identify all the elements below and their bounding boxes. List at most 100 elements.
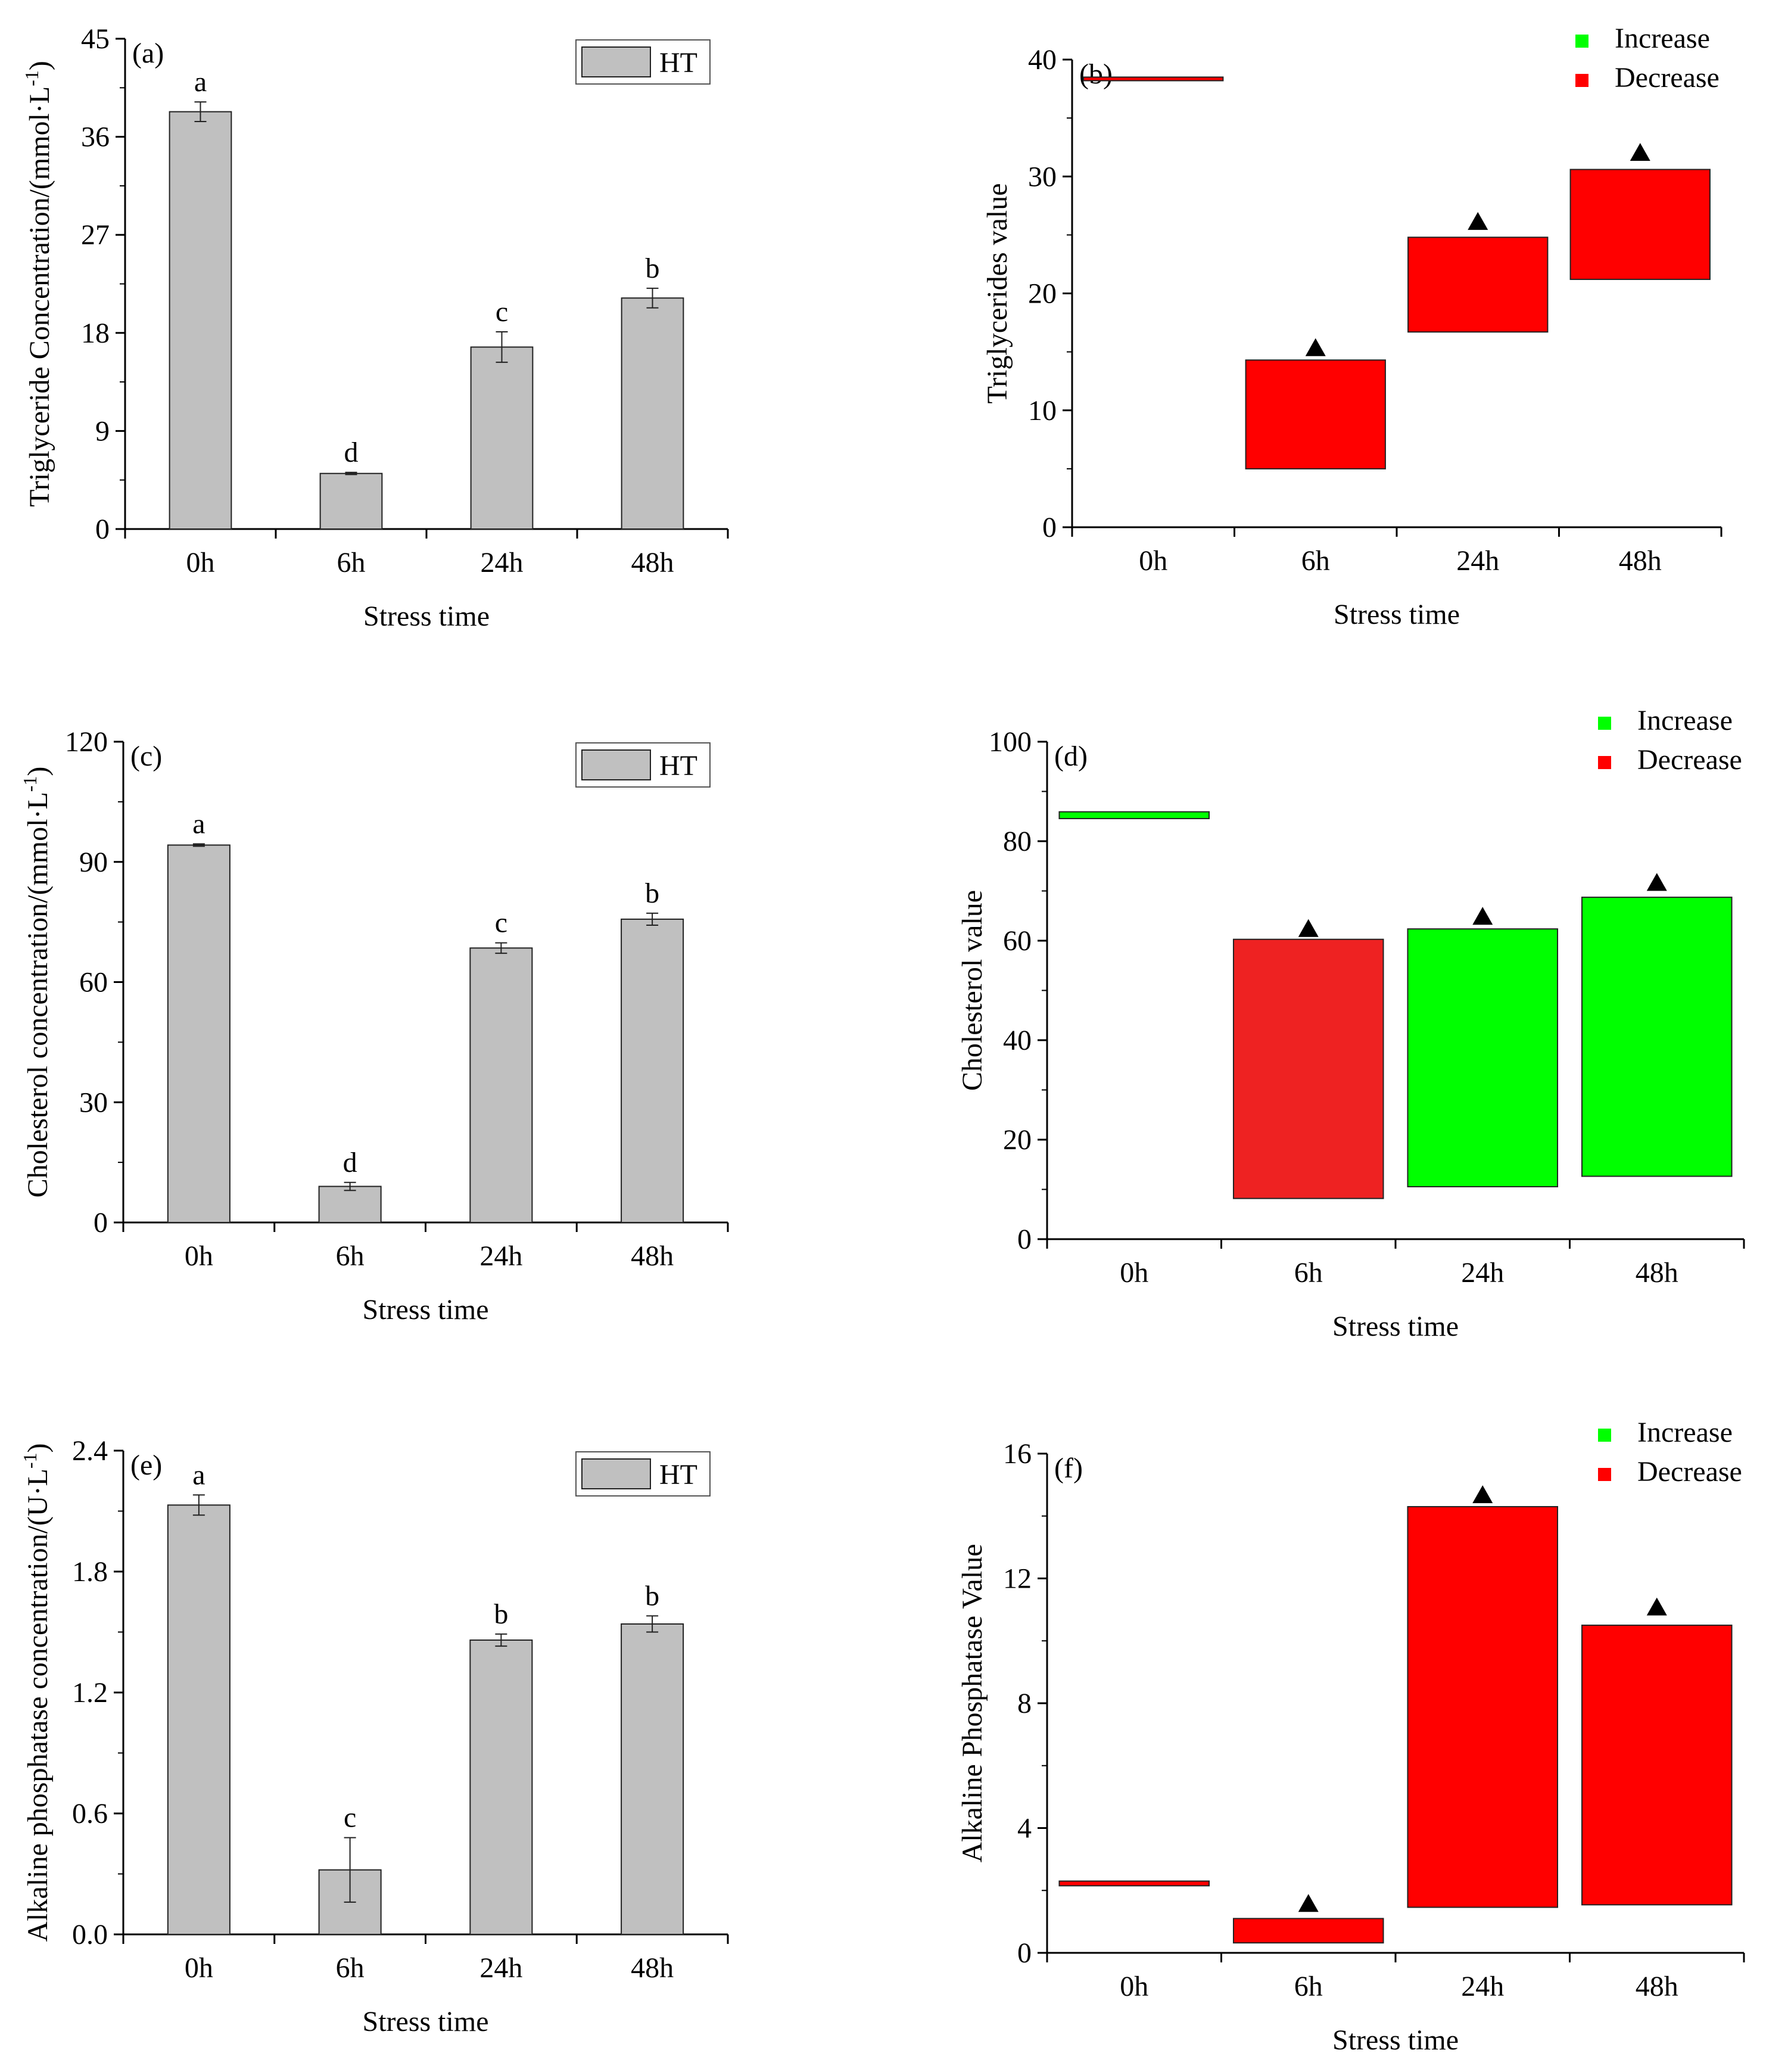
significance-letter: a [194,66,207,98]
bar [621,1623,684,1935]
waterfall-box [1058,811,1210,820]
y-tick-label: 45 [81,23,110,55]
significance-letter: d [344,437,359,468]
chart-panel-c: 0 30 60 90 120 0h 6h 24h 48h Stress time Cholester… [19,726,729,1326]
x-tick-label: 0h [185,1240,213,1272]
legend-label: Increase [1615,23,1710,54]
legend-swatch [581,46,651,77]
x-tick-label: 0h [1139,545,1167,577]
legend-swatch-increase [1575,35,1588,48]
y-axis-label: Cholesterol concentration/(mmol·L-1) [19,767,54,1198]
x-tick-label: 6h [337,547,366,578]
y-axis-label-base: Alkaline phosphatase concentration/(U·L [22,1469,54,1942]
waterfall-box [1581,1625,1733,1906]
y-axis-label: Triglycerides value [982,183,1013,403]
panel-label: (c) [130,741,162,772]
panel-label: (b) [1079,58,1113,90]
y-tick-label: 30 [79,1087,108,1118]
y-axis-label: Cholesterol value [957,890,988,1091]
significance-letter: c [495,907,507,939]
waterfall-box [1232,1918,1384,1944]
x-axis-label: Stress time [1332,2024,1459,2056]
significance-letter: a [192,808,205,839]
y-tick-label: 30 [1028,161,1057,192]
x-tick-label: 24h [479,1952,522,1984]
x-tick-label: 48h [631,547,674,578]
y-axis-label: Alkaline Phosphatase Value [957,1544,988,1862]
chart-panel-e: 0.0 0.6 1.2 1.8 2.4 0h 6h 24h 48h Stress time Alka… [19,1435,729,2037]
y-axis-label-sup: -1 [19,1452,41,1469]
triangle-marker [1472,907,1493,925]
y-axis-label: Alkaline phosphatase concentration/(U·L-… [19,1443,54,1942]
significance-letter: b [645,878,659,909]
waterfall-box [1058,1880,1210,1887]
y-tick-label: 10 [1028,395,1057,427]
y-tick-label: 60 [79,967,108,998]
bar [318,1186,382,1223]
chart-panel-b: 0 10 20 30 40 0h 6h 24h 48h Stress time Triglyceri… [982,23,1723,630]
triangle-marker [1298,919,1319,937]
y-tick-label: 16 [1003,1438,1032,1470]
panel-label: (a) [132,38,164,69]
x-tick-label: 48h [1636,1971,1678,2002]
significance-letter: b [645,1580,659,1611]
x-tick-label: 0h [1120,1971,1148,2002]
x-tick-label: 24h [481,547,524,578]
x-tick-label: 6h [1294,1257,1323,1289]
y-tick-label: 80 [1003,826,1032,857]
y-tick-label: 27 [81,219,110,251]
legend-label: Increase [1637,1417,1733,1448]
y-axis-label-end: ) [24,61,55,70]
significance-letter: b [494,1598,508,1630]
legend-label: Increase [1637,705,1733,736]
y-tick-label: 0 [1042,512,1057,543]
waterfall-box [1569,169,1711,280]
bar [469,1639,533,1936]
triangle-marker [1472,1485,1493,1504]
triangle-marker [1468,211,1488,230]
legend-label: HT [659,1459,697,1491]
waterfall-box [1581,897,1733,1177]
legend-swatch [581,1458,651,1489]
significance-letter: d [343,1147,357,1178]
x-axis-label: Stress time [1332,1311,1459,1342]
y-tick-label: 20 [1003,1124,1032,1156]
legend-label: Decrease [1637,744,1742,776]
legend-swatch-increase [1598,1429,1611,1442]
legend-swatch-decrease [1598,1468,1611,1481]
panel-label: (e) [130,1449,162,1481]
x-tick-label: 0h [186,547,215,578]
y-tick-label: 18 [81,318,110,349]
bar [167,844,231,1223]
triangle-marker [1305,338,1326,356]
x-tick-label: 24h [1456,545,1499,577]
triangle-marker [1646,873,1667,891]
significance-letter: b [646,253,660,284]
x-axis-label: Stress time [363,1294,489,1326]
y-tick-label: 0 [95,514,110,545]
y-axis-label-sup: -1 [19,776,41,792]
triangle-marker [1646,1597,1667,1616]
y-tick-label: 20 [1028,278,1057,310]
legend-label: HT [659,750,697,782]
bar [621,918,684,1223]
x-axis-label: Stress time [363,601,490,632]
bar [167,1504,231,1936]
legend-swatch-decrease [1598,756,1611,769]
chart-panel-f: 0 4 8 12 16 0h 6h 24h 48h Stress time Alkaline Pho… [957,1417,1745,2056]
x-axis-label: Stress time [363,2006,489,2037]
x-tick-label: 48h [631,1952,674,1984]
legend-swatch [581,749,651,780]
y-tick-label: 0.6 [72,1798,108,1830]
y-axis-label: Triglyceride Concentration/(mmol·L-1) [21,61,55,507]
x-tick-label: 48h [631,1240,674,1272]
y-tick-label: 40 [1028,44,1057,76]
y-tick-label: 4 [1017,1813,1032,1844]
bar [621,297,684,530]
panel-label: (d) [1054,741,1088,772]
x-tick-label: 24h [479,1240,522,1272]
y-tick-label: 0.0 [72,1919,108,1950]
waterfall-box [1245,359,1386,469]
